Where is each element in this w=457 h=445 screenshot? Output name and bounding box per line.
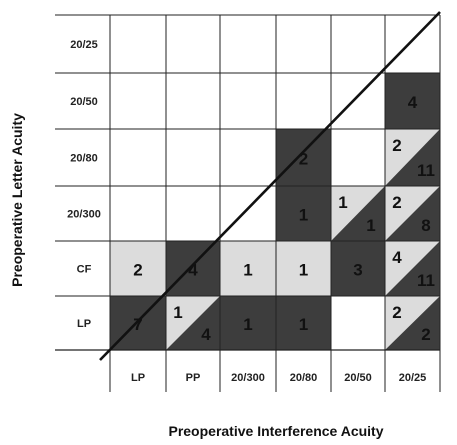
cell-20-25-LP-label-dark: 2	[421, 325, 430, 344]
cell-20-80-20-80-label: 2	[299, 150, 308, 169]
x-tick-label: 20/300	[231, 372, 265, 384]
cell-20-25-20-50	[385, 73, 440, 129]
y-tick-label: 20/25	[70, 39, 98, 51]
cell-20-25-20-80-label-light: 2	[392, 136, 401, 155]
cell-PP-LP-dark	[166, 296, 220, 350]
cell-20-25-LP-dark	[385, 296, 440, 350]
diagonal-line	[99, 11, 441, 361]
cell-20-300-CF-label: 1	[243, 261, 252, 280]
cell-20-25-20-80-dark	[385, 129, 440, 186]
cell-20-300-CF	[220, 241, 276, 296]
cell-20-25-20-300-label-light: 2	[392, 193, 401, 212]
y-tick-label: 20/80	[70, 153, 98, 165]
cell-20-25-LP-label-light: 2	[392, 303, 401, 322]
cell-20-300-LP-label: 1	[243, 315, 252, 334]
y-tick-label: 20/50	[70, 96, 98, 108]
x-tick-label: LP	[131, 372, 145, 384]
cell-20-80-20-80	[276, 129, 331, 186]
y-tick-label: CF	[77, 264, 92, 276]
cell-20-80-20-300-label: 1	[299, 206, 308, 225]
cell-20-25-20-50-label: 4	[408, 93, 418, 112]
x-tick-label: 20/50	[344, 372, 372, 384]
x-axis-title: Preoperative Interference Acuity	[168, 423, 383, 439]
cell-20-25-CF-label-light: 4	[392, 248, 402, 267]
cell-20-300-LP	[220, 296, 276, 350]
x-tick-label: 20/25	[399, 372, 427, 384]
cell-20-50-CF-label: 3	[353, 261, 362, 280]
grid-layer	[55, 11, 441, 392]
cell-LP-CF	[110, 241, 166, 296]
cell-20-50-CF	[331, 241, 385, 296]
cell-20-50-20-300-label-dark: 1	[366, 216, 375, 235]
cell-20-25-20-300-label-dark: 8	[421, 216, 430, 235]
cell-PP-LP-label-dark: 4	[201, 325, 211, 344]
ticks-layer: 20/25 20/50 20/80 20/300 CF LP LP PP 20/300 20/80…	[67, 39, 426, 384]
y-axis-title: Preoperative Letter Acuity	[9, 113, 25, 287]
cell-20-80-CF-label: 1	[299, 261, 308, 280]
cell-20-25-20-80-label-dark: 11	[417, 161, 435, 180]
cell-20-25-20-300-dark	[385, 186, 440, 241]
cell-PP-CF-label: 4	[188, 261, 198, 280]
cell-20-80-20-300	[276, 186, 331, 241]
cell-LP-LP-label: 7	[133, 315, 142, 334]
cell-LP-CF-label: 2	[133, 261, 142, 280]
cell-20-25-CF-label-dark: 11	[417, 271, 435, 290]
cell-20-80-LP-label: 1	[299, 315, 308, 334]
cell-20-25-CF-dark	[385, 241, 440, 296]
cell-20-80-CF	[276, 241, 331, 296]
x-tick-label: PP	[186, 372, 201, 384]
x-tick-label: 20/80	[290, 372, 318, 384]
cell-20-50-20-300-label-light: 1	[338, 193, 347, 212]
cell-PP-LP-label-light: 1	[173, 303, 182, 322]
y-tick-label: LP	[77, 318, 91, 330]
cell-PP-CF	[166, 241, 220, 296]
y-tick-label: 20/300	[67, 209, 101, 221]
cell-20-50-20-300-dark	[331, 186, 385, 241]
cell-20-80-LP	[276, 296, 331, 350]
